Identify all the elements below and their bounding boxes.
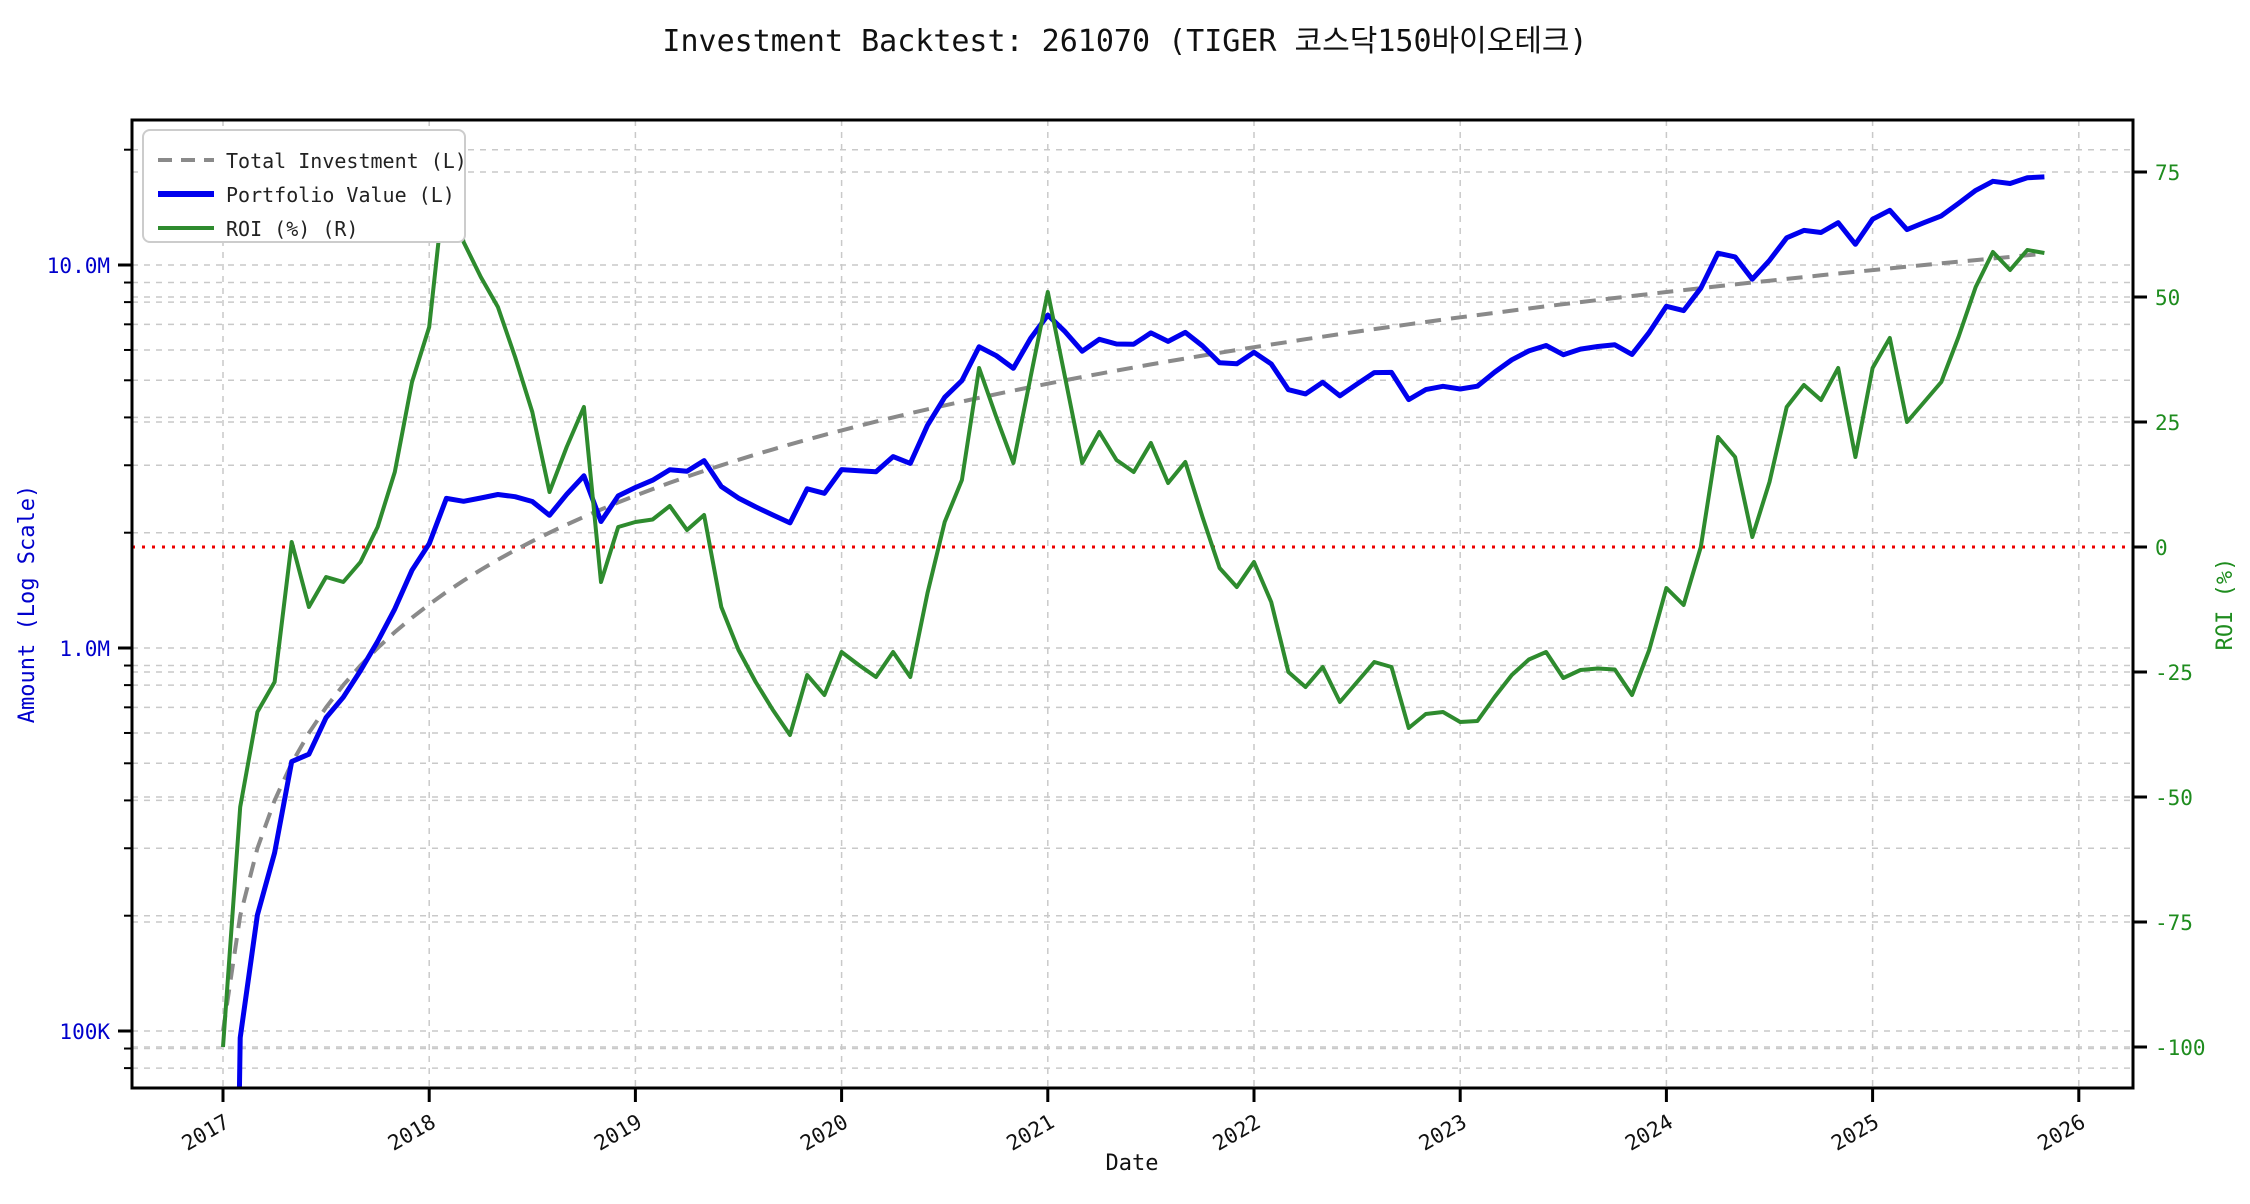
legend-box [142,129,466,243]
plot-border [130,118,2135,1090]
legend-label: Total Investment (L) [226,149,467,173]
x-tick-label: 2018 [384,1110,440,1156]
y-axis-label-right: ROI (%) [2213,558,2238,651]
y-left-tick-label: 10.0M [47,254,110,278]
y-right-tick-label: 25 [2155,411,2180,435]
x-tick-label: 2025 [1827,1110,1883,1156]
legend-label: Portfolio Value (L) [226,183,455,207]
roi-line [221,167,2045,1048]
y-right-tick-label: -100 [2155,1036,2206,1060]
x-tick-label: 2024 [1621,1110,1677,1156]
x-tick-label: 2023 [1415,1110,1471,1156]
y-axis-label-left: Amount (Log Scale) [15,485,40,723]
x-tick-label: 2026 [2033,1110,2089,1156]
y-right-tick-label: 50 [2155,286,2180,310]
y-left-tick-label: 100K [59,1020,110,1044]
y-right-tick-label: -75 [2155,911,2193,935]
gridlines [132,120,2133,1088]
x-axis-label: Date [1106,1151,1159,1176]
axes [118,118,2147,1102]
y-right-tick-label: 0 [2155,536,2168,560]
x-tick-label: 2020 [796,1110,852,1156]
y-right-tick-label: -25 [2155,661,2193,685]
x-tick-label: 2017 [178,1110,234,1156]
x-tick-label: 2022 [1209,1110,1265,1156]
portfolio-value-line [236,174,2045,1088]
legend: Total Investment (L) Portfolio Value (L) R… [142,129,467,243]
y-right-tick-label: -50 [2155,786,2193,810]
legend-label: ROI (%) (R) [226,217,358,241]
total-investment-line [221,251,2045,1032]
y-right-tick-label: 75 [2155,161,2180,185]
x-tick-label: 2019 [590,1110,646,1156]
data-series [132,167,2133,1088]
y-left-tick-label: 1.0M [59,637,110,661]
chart-title: Investment Backtest: 261070 (TIGER 코스닥15… [662,24,1588,59]
x-tick-label: 2021 [1002,1110,1058,1156]
